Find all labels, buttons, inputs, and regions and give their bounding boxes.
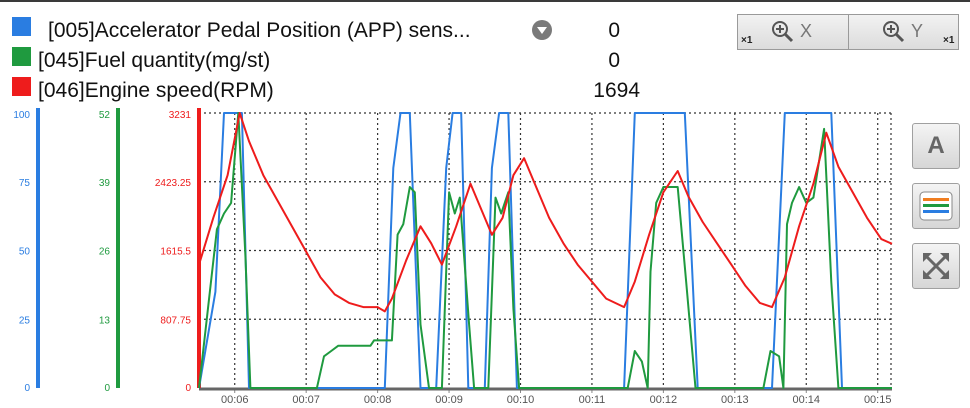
zoom-y-button[interactable]: Y ×1 — [848, 15, 958, 49]
zoom-controls: X ×1 Y ×1 — [737, 14, 959, 50]
y-tick-label: 3231 — [169, 110, 192, 121]
zoom-x-button[interactable]: X ×1 — [738, 15, 847, 49]
zoom-in-icon — [772, 21, 794, 43]
y-tick-label: 75 — [19, 178, 31, 189]
text-size-label: A — [927, 132, 945, 159]
y-tick-label: 0 — [104, 383, 110, 394]
series-line — [198, 112, 893, 313]
series-line — [198, 112, 892, 389]
y-tick-label: 2423.25 — [155, 178, 192, 189]
legend-swatch-blue — [12, 17, 31, 36]
y-tick-label: 50 — [19, 247, 31, 258]
legend-value-fuel: 0 — [608, 49, 620, 72]
zoom-x-label: X — [800, 21, 813, 41]
legend-label-rpm: [046]Engine speed(RPM) — [38, 79, 274, 102]
text-size-button[interactable]: A — [912, 123, 960, 169]
legend-value-rpm: 1694 — [593, 79, 640, 102]
x-tick-label: 00:12 — [650, 394, 678, 406]
top-divider — [0, 0, 970, 2]
zoom-y-label: Y — [911, 21, 924, 41]
x-tick-label: 00:15 — [864, 394, 892, 406]
y-tick-label: 25 — [19, 315, 31, 326]
y-tick-label: 39 — [99, 178, 111, 189]
zoom-y-factor: ×1 — [943, 35, 955, 46]
legend-value-app: 0 — [608, 19, 620, 42]
legend-label-fuel: [045]Fuel quantity(mg/st) — [38, 49, 271, 72]
legend-row-app[interactable]: [005]Accelerator Pedal Position (APP) se… — [0, 14, 700, 42]
x-tick-label: 00:07 — [292, 394, 320, 406]
legend-lines-icon — [919, 191, 953, 221]
legend-swatch-red — [12, 77, 31, 96]
series-line — [198, 112, 892, 389]
y-tick-label: 100 — [13, 110, 30, 121]
y-tick-label: 0 — [185, 383, 191, 394]
fullscreen-button[interactable] — [912, 243, 960, 289]
y-tick-label: 52 — [99, 110, 111, 121]
x-tick-label: 00:06 — [221, 394, 249, 406]
y-tick-label: 26 — [99, 247, 111, 258]
legend-row-fuel[interactable]: [045]Fuel quantity(mg/st) 0 — [0, 44, 700, 72]
y-tick-label: 13 — [99, 315, 111, 326]
x-tick-label: 00:14 — [793, 394, 821, 406]
legend-row-rpm[interactable]: [046]Engine speed(RPM) 1694 — [0, 74, 700, 102]
legend-toggle-button[interactable] — [912, 183, 960, 229]
y-tick-label: 0 — [24, 383, 30, 394]
y-tick-label: 807.75 — [160, 315, 191, 326]
y-tick-label: 1615.5 — [160, 247, 191, 258]
x-tick-label: 00:10 — [507, 394, 535, 406]
x-tick-label: 00:13 — [721, 394, 749, 406]
zoom-x-factor: ×1 — [741, 35, 753, 46]
x-tick-label: 00:08 — [364, 394, 392, 406]
zoom-in-icon — [883, 21, 905, 43]
chevron-down-icon[interactable] — [532, 20, 552, 40]
expand-icon — [923, 253, 949, 279]
x-tick-label: 00:09 — [435, 394, 463, 406]
legend-label-app: [005]Accelerator Pedal Position (APP) se… — [48, 19, 471, 42]
x-tick-label: 00:11 — [579, 394, 606, 406]
legend-swatch-green — [12, 47, 31, 66]
